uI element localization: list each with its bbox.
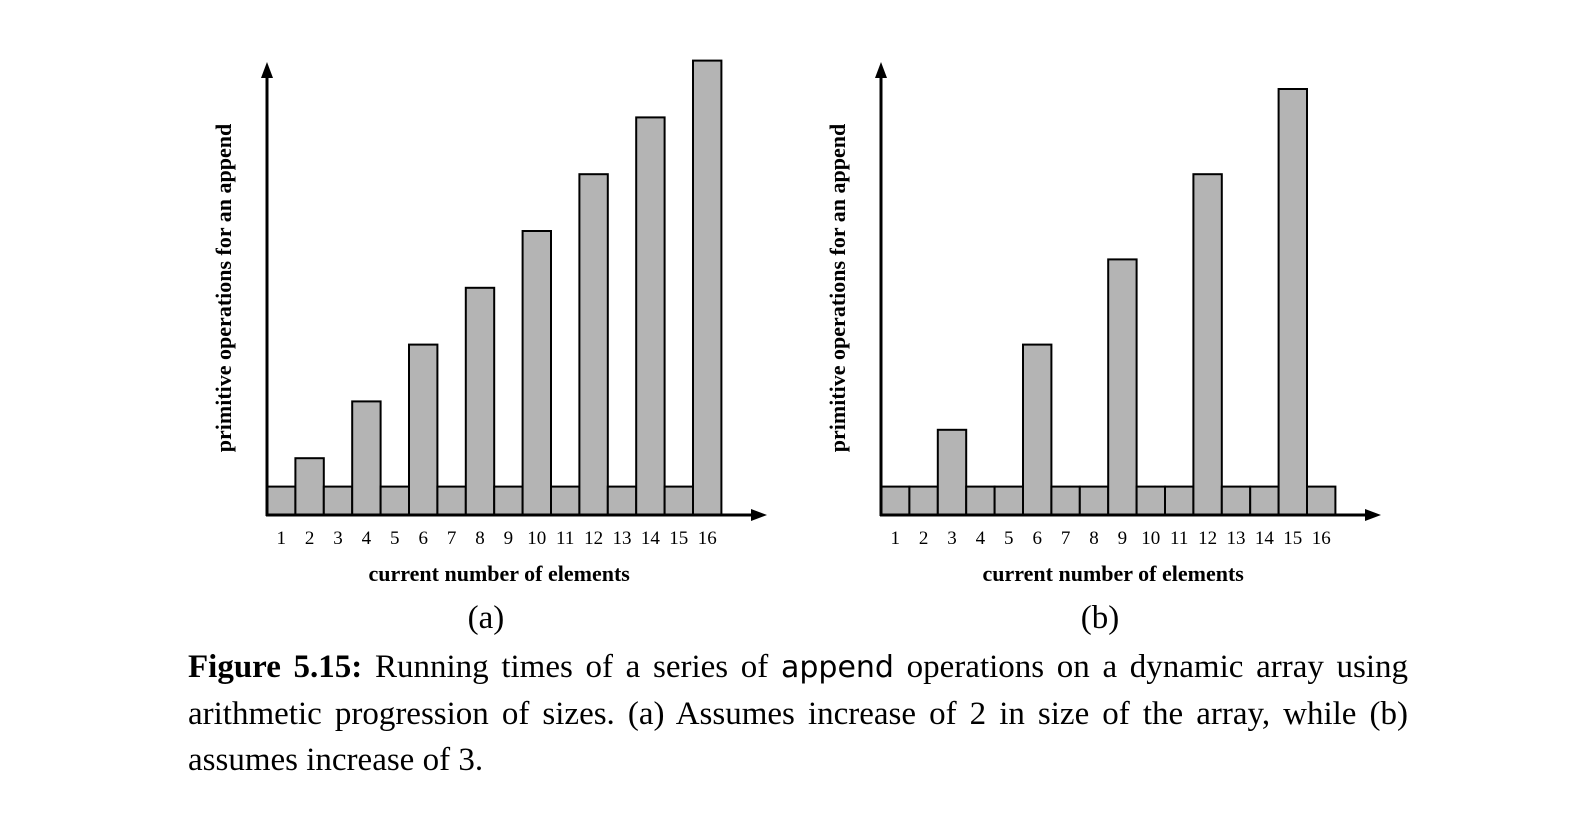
x-tick-label: 9 (504, 528, 514, 549)
bar-16 (692, 59, 723, 516)
y-axis-label: primitive operations for an append (825, 124, 850, 452)
x-tick-label: 8 (1089, 528, 1099, 549)
bar-6 (408, 343, 439, 516)
x-tick-label: 2 (919, 528, 929, 549)
bar-13 (606, 485, 638, 517)
bar-3 (322, 485, 354, 517)
x-tick-label: 3 (333, 528, 343, 549)
y-axis-arrowhead (875, 62, 887, 78)
x-tick-label: 1 (276, 528, 286, 549)
x-axis-label: current number of elements (369, 561, 631, 586)
x-tick-label: 11 (556, 528, 574, 549)
bar-8 (464, 286, 496, 516)
x-tick-label: 2 (305, 528, 315, 549)
figure-caption: Figure 5.15: Running times of a series o… (188, 644, 1408, 783)
x-tick-label: 13 (1227, 528, 1246, 549)
x-tick-label: 6 (1032, 528, 1042, 549)
bar-8 (1078, 485, 1110, 517)
x-tick-label: 3 (947, 528, 957, 549)
y-axis-arrowhead (261, 62, 273, 78)
x-tick-label: 10 (527, 528, 546, 549)
bar-12 (1192, 173, 1223, 516)
x-tick-label: 16 (1312, 528, 1331, 549)
bar-11 (550, 485, 581, 517)
bar-14 (1249, 485, 1280, 517)
caption-code-word: append (780, 650, 894, 685)
x-tick-label: 8 (475, 528, 485, 549)
x-tick-label: 5 (1004, 528, 1014, 549)
x-tick-label: 11 (1170, 528, 1188, 549)
x-tick-label: 9 (1118, 528, 1128, 549)
bar-2 (908, 485, 939, 517)
figure-number: Figure 5.15: (188, 649, 363, 685)
bar-4 (965, 485, 996, 517)
y-axis-label: primitive operations for an append (211, 124, 236, 452)
x-tick-label: 4 (362, 528, 372, 549)
x-tick-label: 4 (976, 528, 986, 549)
panel-label: (a) (468, 600, 505, 636)
bar-13 (1220, 485, 1252, 517)
caption-text-end: operations on a dynamic array using arit… (188, 649, 1409, 778)
x-tick-label: 13 (613, 528, 632, 549)
bar-7 (436, 485, 467, 517)
x-tick-label: 12 (1198, 528, 1217, 549)
panel-label: (b) (1081, 600, 1119, 636)
x-tick-label: 14 (1255, 528, 1275, 549)
bar-5 (379, 485, 411, 517)
bar-15 (1277, 88, 1308, 516)
x-axis-arrowhead (1365, 509, 1381, 521)
bar-14 (635, 116, 666, 517)
x-tick-label: 6 (418, 528, 428, 549)
x-tick-label: 5 (390, 528, 400, 549)
x-tick-label: 15 (669, 528, 688, 549)
bar-9 (1107, 258, 1138, 516)
bar-16 (1306, 485, 1337, 517)
bar-9 (493, 485, 524, 517)
x-axis-arrowhead (751, 509, 767, 521)
bar-11 (1164, 485, 1195, 517)
x-tick-label: 7 (447, 528, 457, 549)
x-tick-label: 7 (1061, 528, 1071, 549)
bar-4 (351, 400, 382, 516)
x-tick-label: 16 (698, 528, 717, 549)
x-tick-label: 10 (1141, 528, 1160, 549)
caption-text-start: Running times of a series of (374, 649, 769, 685)
x-axis-label: current number of elements (983, 561, 1245, 586)
bar-12 (578, 173, 609, 516)
bar-1 (880, 485, 911, 517)
x-tick-label: 12 (584, 528, 603, 549)
bar-15 (663, 485, 694, 517)
bar-3 (936, 428, 968, 516)
bar-2 (294, 457, 325, 517)
x-tick-label: 1 (890, 528, 900, 549)
bar-7 (1050, 485, 1081, 517)
bar-5 (993, 485, 1024, 517)
bar-6 (1022, 343, 1053, 516)
x-tick-label: 14 (641, 528, 661, 549)
bar-10 (1135, 485, 1166, 517)
x-tick-label: 15 (1283, 528, 1302, 549)
bar-10 (521, 230, 552, 516)
bar-1 (266, 485, 297, 517)
